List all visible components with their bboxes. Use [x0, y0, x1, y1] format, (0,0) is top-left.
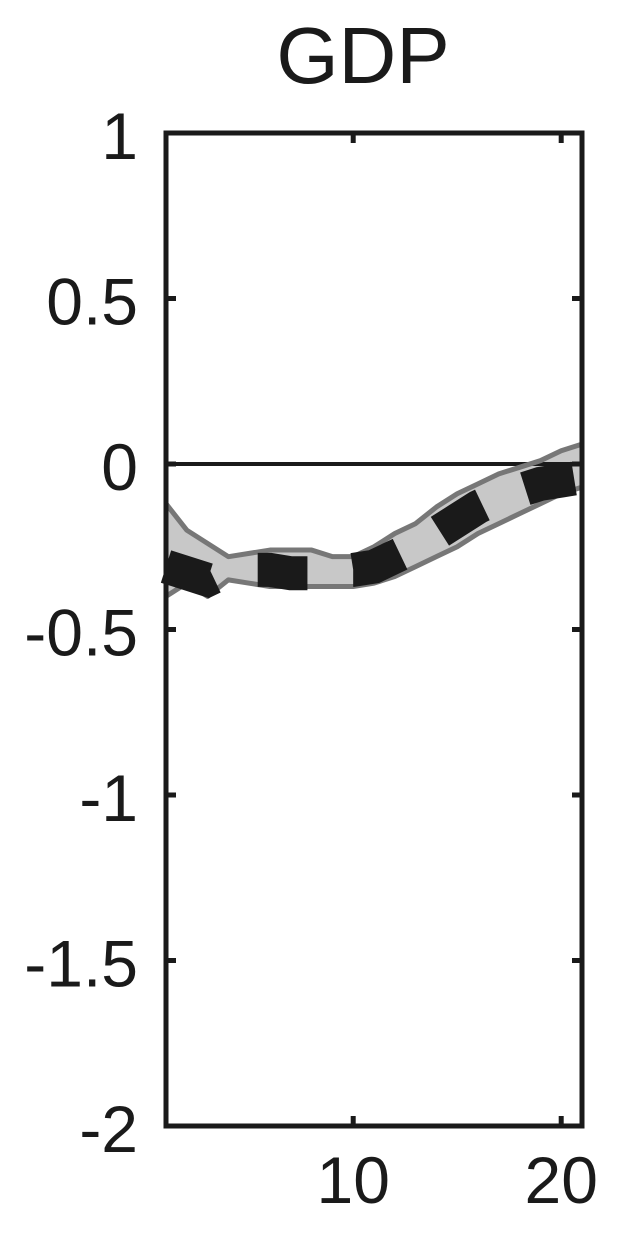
y-tick-label: -2	[79, 1092, 138, 1166]
chart-title: GDP	[276, 11, 449, 100]
y-tick-label: -1.5	[24, 927, 138, 1001]
y-tick-label: 1	[101, 99, 138, 173]
axes-frame	[163, 130, 585, 1129]
upper-band-line	[164, 441, 583, 560]
y-tick-label: -1	[79, 761, 138, 835]
y-tick-label: 0.5	[46, 265, 138, 339]
x-tick-label: 20	[524, 1143, 597, 1217]
y-tick-label: 0	[101, 430, 138, 504]
x-tick-label: 10	[316, 1143, 389, 1217]
median-line	[160, 460, 585, 599]
plot-area: 1 0.5 0 -0.5 -1 -1.5 -2 10 20	[24, 99, 598, 1217]
y-tick-label: -0.5	[24, 596, 138, 670]
